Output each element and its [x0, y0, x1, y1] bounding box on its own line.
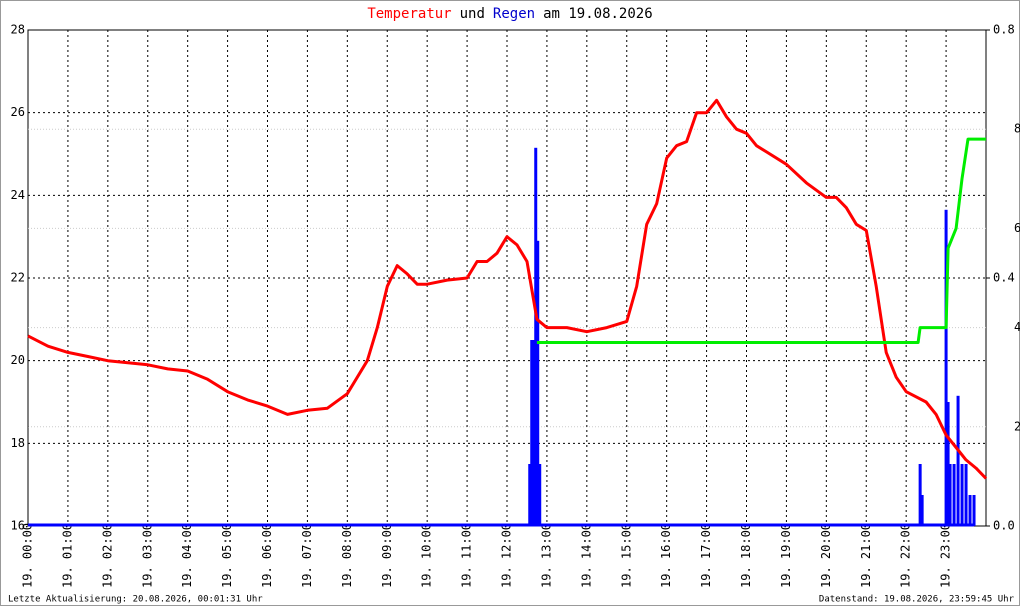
rain-bar: [972, 495, 976, 526]
x-tick-label: 19. 08:00: [340, 523, 354, 588]
y2-tick-label: 0.8: [993, 23, 1015, 37]
y3-tick-label: 4: [1014, 320, 1020, 334]
x-tick-label: 19. 16:00: [659, 523, 673, 588]
x-tick-label: 19. 11:00: [460, 523, 474, 588]
rain-bar: [948, 464, 952, 526]
x-tick-label: 19. 07:00: [300, 523, 314, 588]
x-tick-label: 19. 18:00: [739, 523, 753, 588]
rain-bar: [534, 147, 538, 527]
y3-tick-label: 8: [1014, 122, 1020, 136]
x-tick-label: 19. 22:00: [899, 523, 913, 588]
x-tick-label: 19. 12:00: [500, 523, 514, 588]
rain-bar: [536, 240, 540, 527]
x-tick-label: 19. 00:00: [21, 523, 35, 588]
x-tick-label: 19. 13:00: [539, 523, 553, 588]
y-tick-label: 28: [11, 23, 25, 37]
rain-bar: [960, 464, 964, 526]
y-tick-label: 24: [11, 188, 25, 202]
rain-bar: [530, 340, 534, 526]
y-tick-label: 20: [11, 353, 25, 367]
rain-bar: [538, 464, 542, 526]
x-tick-label: 19. 09:00: [380, 523, 394, 588]
x-tick-label: 19. 21:00: [859, 523, 873, 588]
y2-tick-label: 0.0: [993, 519, 1015, 533]
x-tick-label: 19. 10:00: [420, 523, 434, 588]
x-tick-label: 19. 06:00: [260, 523, 274, 588]
y3-tick-label: 2: [1014, 419, 1020, 433]
rain-bar: [528, 464, 532, 526]
x-tick-label: 19. 05:00: [220, 523, 234, 588]
rain-bar: [918, 464, 922, 526]
y-tick-label: 18: [11, 436, 25, 450]
y3-tick-label: 6: [1014, 221, 1020, 235]
rain-bar: [532, 340, 536, 526]
rain-bar: [946, 402, 950, 526]
footer-right: Datenstand: 19.08.2026, 23:59:45 Uhr: [819, 595, 1015, 605]
y-tick-label: 22: [11, 271, 25, 285]
title-part: und: [460, 6, 485, 22]
x-tick-label: 19. 14:00: [579, 523, 593, 588]
rain-bar: [920, 495, 924, 526]
y2-tick-label: 0.4: [993, 271, 1015, 285]
title-part: Temperatur: [367, 6, 451, 22]
rain-bar: [956, 395, 960, 526]
rain-bar: [968, 495, 972, 526]
footer-left: Letzte Aktualisierung: 20.08.2026, 00:01…: [8, 595, 263, 605]
x-tick-label: 19. 01:00: [60, 523, 74, 588]
y-tick-label: 26: [11, 105, 25, 119]
data-line: [536, 137, 986, 344]
y-tick-label: 16: [11, 519, 25, 533]
chart-title: Temperatur und Regen am 19.08.2026: [367, 6, 652, 22]
x-tick-label: 19. 23:00: [939, 523, 953, 588]
x-tick-label: 19. 17:00: [699, 523, 713, 588]
x-tick-label: 19. 19:00: [779, 523, 793, 588]
title-part: am 19.08.2026: [543, 6, 653, 22]
rain-bar: [944, 209, 948, 527]
x-tick-label: 19. 02:00: [100, 523, 114, 588]
x-tick-label: 19. 04:00: [180, 523, 194, 588]
x-tick-label: 19. 15:00: [619, 523, 633, 588]
x-tick-label: 19. 03:00: [140, 523, 154, 588]
rain-bar: [952, 464, 956, 526]
x-tick-label: 19. 20:00: [819, 523, 833, 588]
rain-bar: [964, 464, 968, 526]
title-part: Regen: [493, 6, 535, 22]
data-line: [27, 98, 988, 480]
